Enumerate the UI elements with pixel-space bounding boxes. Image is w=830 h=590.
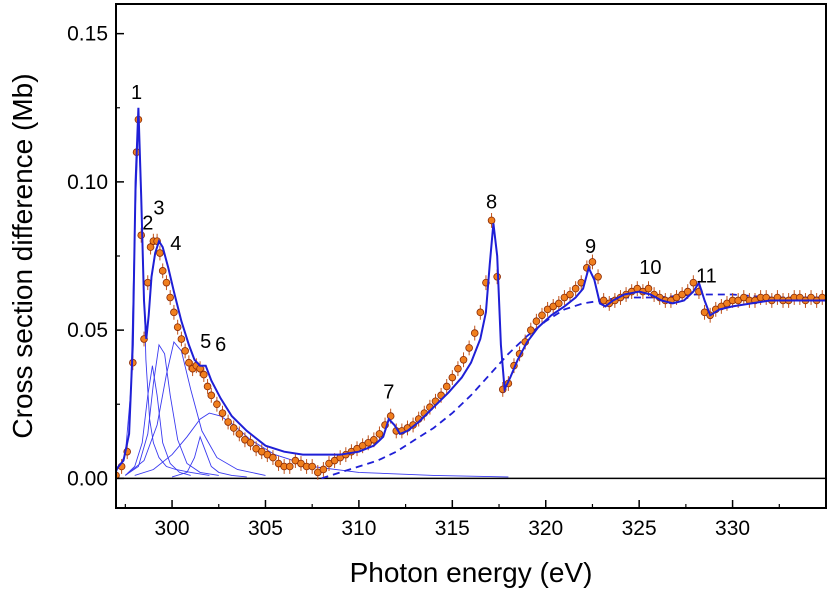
peak-label: 3	[153, 197, 164, 219]
y-tick-label: 0.15	[67, 23, 108, 46]
peak-label: 9	[585, 236, 596, 258]
data-point	[594, 272, 602, 281]
data-point	[386, 412, 395, 420]
peak-label: 7	[383, 381, 394, 403]
data-point	[588, 258, 597, 266]
data-point	[532, 317, 541, 326]
plot-frame	[115, 3, 827, 509]
total-fit-line	[116, 107, 826, 471]
data-point	[689, 278, 698, 287]
peak-labels: 1 234 5 6 7 8 9 10 11	[131, 82, 717, 403]
data-point	[465, 344, 473, 352]
background-fit-line	[321, 293, 826, 480]
data-point	[644, 284, 653, 293]
data-point	[207, 391, 216, 400]
fit-component-line	[125, 343, 219, 476]
data-point	[566, 290, 574, 299]
data-point	[235, 430, 244, 438]
data-point	[555, 299, 563, 308]
peak-label: 10	[639, 257, 661, 279]
x-tick-label: 300	[155, 517, 190, 540]
data-point	[308, 462, 316, 471]
data-point	[224, 418, 232, 426]
x-tick-label: 315	[435, 517, 470, 540]
data-point	[246, 438, 255, 447]
data-point	[229, 424, 238, 432]
y-tick-label: 0.00	[67, 467, 108, 490]
x-axis-title: Photon energy (eV)	[350, 557, 593, 588]
data-point	[683, 287, 692, 296]
peak-label: 4	[170, 233, 181, 255]
y-tick-label: 0.05	[67, 319, 108, 342]
data-point	[269, 453, 277, 462]
data-point	[156, 249, 164, 257]
peak-label: 8	[486, 192, 497, 214]
data-point	[203, 382, 212, 391]
y-tick-label: 0.10	[67, 171, 108, 194]
x-tick-label: 305	[248, 517, 283, 540]
plot-area	[116, 107, 826, 483]
data-point	[158, 267, 167, 275]
peak-label: 1	[131, 82, 142, 104]
peak-label: 2	[142, 212, 153, 234]
data-point	[177, 335, 186, 343]
data-point	[476, 308, 485, 317]
data-point	[285, 462, 294, 471]
data-point	[538, 311, 546, 320]
data-point	[454, 364, 462, 373]
y-axis-title: Cross section difference (Mb)	[7, 73, 38, 438]
data-point	[442, 382, 451, 391]
peak-label: 11	[696, 266, 717, 288]
data-point	[170, 308, 178, 317]
data-point	[375, 430, 384, 438]
data-point	[470, 329, 479, 337]
data-point	[319, 465, 328, 474]
data-point	[166, 293, 174, 302]
data-point	[571, 284, 580, 293]
data-point	[448, 373, 457, 382]
data-point	[213, 400, 221, 409]
data-point	[459, 355, 468, 364]
data-point	[218, 409, 227, 417]
fit-component-line	[171, 435, 247, 478]
data-point	[526, 326, 535, 334]
peak-label: 6	[215, 334, 226, 356]
data-point	[173, 323, 182, 331]
x-tick-label: 320	[528, 517, 563, 540]
data-point	[162, 278, 171, 287]
x-tick-label: 310	[341, 517, 376, 540]
peak-label: 5	[200, 331, 211, 353]
fit-component-line	[124, 365, 191, 476]
data-point	[200, 370, 208, 379]
x-tick-label: 330	[715, 517, 750, 540]
data-point	[487, 216, 496, 225]
data-point	[370, 436, 378, 444]
data-point	[181, 347, 189, 355]
x-tick-label: 325	[622, 517, 657, 540]
